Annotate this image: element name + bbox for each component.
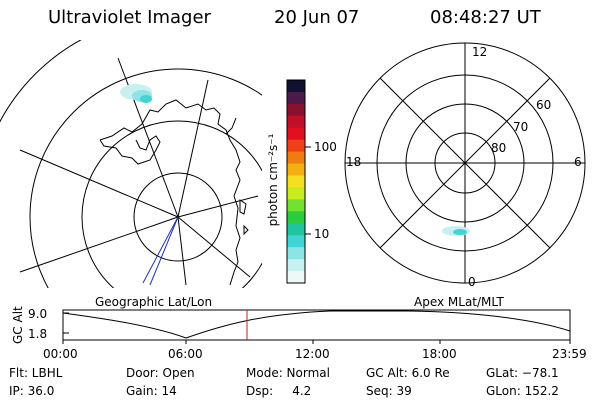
- door-info: Door: Open: [126, 366, 195, 380]
- mode-info: Mode: Normal: [246, 366, 330, 380]
- coastline: [99, 99, 241, 286]
- altitude-plot: [62, 309, 571, 344]
- geo-latitude-circle: [133, 172, 223, 262]
- gain-info: Gain: 14: [126, 384, 177, 398]
- glat-info: GLat: −78.1: [486, 366, 559, 380]
- coastline: [99, 135, 161, 165]
- colorbar-cell: [287, 187, 305, 200]
- altitude-ytick-9: 9.0: [28, 307, 48, 321]
- coastline: [239, 199, 247, 215]
- colorbar-cell: [287, 103, 305, 117]
- altitude-ytick-1_8: 1.8: [28, 327, 48, 341]
- geo-meridian: [19, 216, 179, 273]
- geo-latitude-circle: [81, 120, 262, 288]
- altitude-curve: [62, 310, 571, 339]
- altitude-frame: [62, 309, 571, 341]
- colorbar-cell: [287, 271, 305, 284]
- colorbar-cell: [287, 211, 305, 224]
- coastline: [225, 117, 237, 135]
- geo-meridian: [177, 216, 251, 278]
- colorbar-cell: [287, 91, 305, 105]
- mlt-label-0: 0: [468, 275, 476, 289]
- gc-alt-info: GC Alt: 6.0 Re: [366, 366, 450, 380]
- polar-plot: [344, 42, 586, 284]
- colorbar-cell: [287, 115, 305, 129]
- geo-latitude-circle: [0, 40, 82, 123]
- mlat-label-60: 60: [536, 98, 552, 112]
- colorbar-cell: [287, 163, 305, 177]
- colorbar-cell: [287, 175, 305, 188]
- instrument-title: Ultraviolet Imager: [48, 7, 211, 28]
- geo-meridian: [177, 195, 259, 218]
- colorbar: [286, 79, 311, 284]
- seq-info: Seq: 39: [366, 384, 412, 398]
- mlt-label-6: 6: [574, 155, 582, 169]
- polar-plot-label: Apex MLat/MLT: [414, 295, 504, 309]
- colorbar-tick-10: 10: [314, 227, 330, 241]
- time-label: 08:48:27 UT: [430, 7, 541, 28]
- altitude-xtick: 18:00: [422, 347, 457, 361]
- colorbar-cell: [287, 199, 305, 212]
- altitude-xtick: 06:00: [168, 347, 203, 361]
- colorbar-tick-100: 100: [314, 140, 337, 154]
- colorbar-cell: [287, 259, 305, 272]
- date-label: 20 Jun 07: [274, 7, 360, 28]
- coastline: [243, 224, 249, 236]
- polar-aurora-spot: [442, 226, 470, 236]
- colorbar-cell: [287, 235, 305, 248]
- altitude-ylabel: GC Alt: [11, 306, 25, 344]
- geographic-map: [0, 40, 262, 288]
- altitude-xtick: 12:00: [295, 347, 330, 361]
- colorbar-cell: [287, 139, 305, 153]
- geo-meridian: [117, 57, 179, 218]
- glon-info: GLon: 152.2: [486, 384, 559, 398]
- colorbar-cell: [287, 80, 305, 93]
- altitude-xtick: 23:59: [552, 347, 587, 361]
- colorbar-cell: [287, 247, 305, 260]
- geo-blue-meridian: [142, 216, 179, 284]
- colorbar-label: photon cm⁻²s⁻¹: [266, 133, 280, 227]
- colorbar-cell: [287, 151, 305, 165]
- colorbar-cell: [287, 223, 305, 236]
- polar-mlt-line: [379, 77, 551, 249]
- mlt-label-12: 12: [472, 45, 488, 59]
- filter-info: Flt: LBHL: [9, 366, 63, 380]
- geo-meridian: [19, 149, 179, 218]
- mlt-label-18: 18: [346, 155, 362, 169]
- mlat-label-80: 80: [491, 141, 507, 155]
- geo-meridian: [177, 216, 187, 286]
- geo-meridian: [177, 79, 209, 218]
- geo-blue-meridian: [149, 216, 179, 286]
- ip-info: IP: 36.0: [9, 384, 55, 398]
- dsp-info: Dsp: 4.2: [246, 384, 312, 398]
- mlat-label-70: 70: [513, 120, 529, 134]
- colorbar-cell: [287, 127, 305, 141]
- geo-map-label: Geographic Lat/Lon: [95, 295, 213, 309]
- geo-aurora-spot: [120, 84, 152, 103]
- altitude-xtick: 00:00: [43, 347, 78, 361]
- geo-latitude-circle: [29, 68, 262, 288]
